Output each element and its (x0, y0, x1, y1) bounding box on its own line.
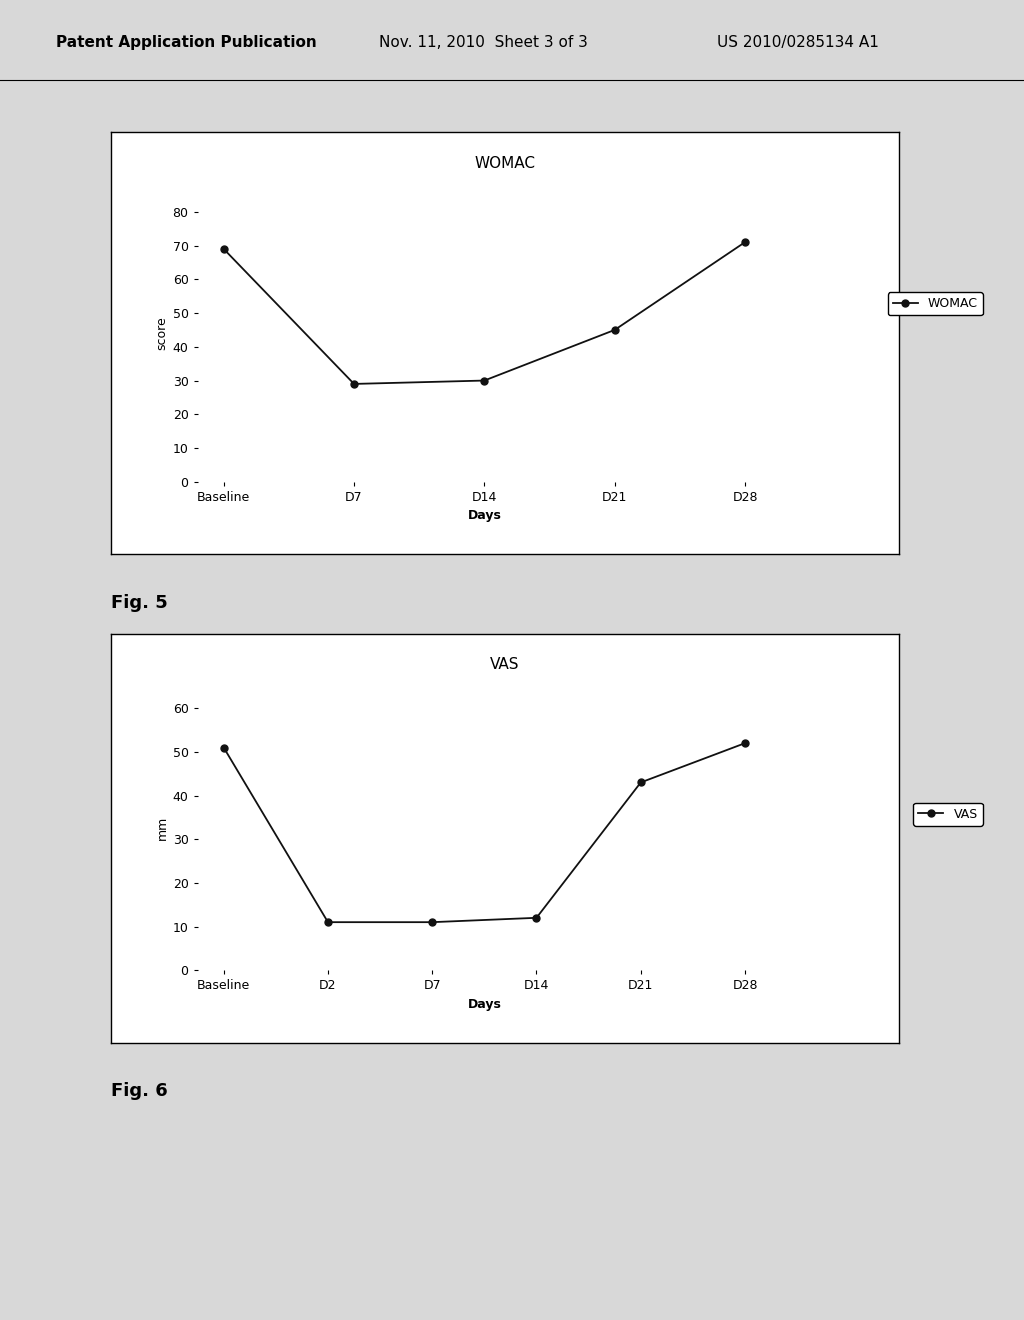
Text: Fig. 5: Fig. 5 (111, 594, 167, 612)
X-axis label: Days: Days (467, 998, 502, 1011)
Text: Nov. 11, 2010  Sheet 3 of 3: Nov. 11, 2010 Sheet 3 of 3 (379, 34, 588, 50)
Y-axis label: mm: mm (156, 816, 168, 841)
X-axis label: Days: Days (467, 510, 502, 523)
Text: US 2010/0285134 A1: US 2010/0285134 A1 (717, 34, 879, 50)
Text: Patent Application Publication: Patent Application Publication (56, 34, 317, 50)
Legend: VAS: VAS (913, 803, 983, 825)
Text: Fig. 6: Fig. 6 (111, 1082, 167, 1101)
Text: WOMAC: WOMAC (474, 156, 536, 170)
Y-axis label: score: score (156, 317, 168, 350)
Text: VAS: VAS (490, 657, 519, 672)
Legend: WOMAC: WOMAC (888, 292, 983, 315)
